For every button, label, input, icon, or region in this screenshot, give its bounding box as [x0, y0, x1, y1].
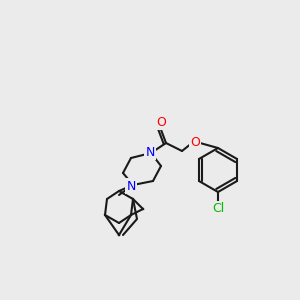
Text: N: N [145, 146, 155, 158]
Text: Cl: Cl [212, 202, 224, 215]
Text: N: N [126, 179, 136, 193]
Text: O: O [190, 136, 200, 149]
Text: O: O [156, 116, 166, 128]
